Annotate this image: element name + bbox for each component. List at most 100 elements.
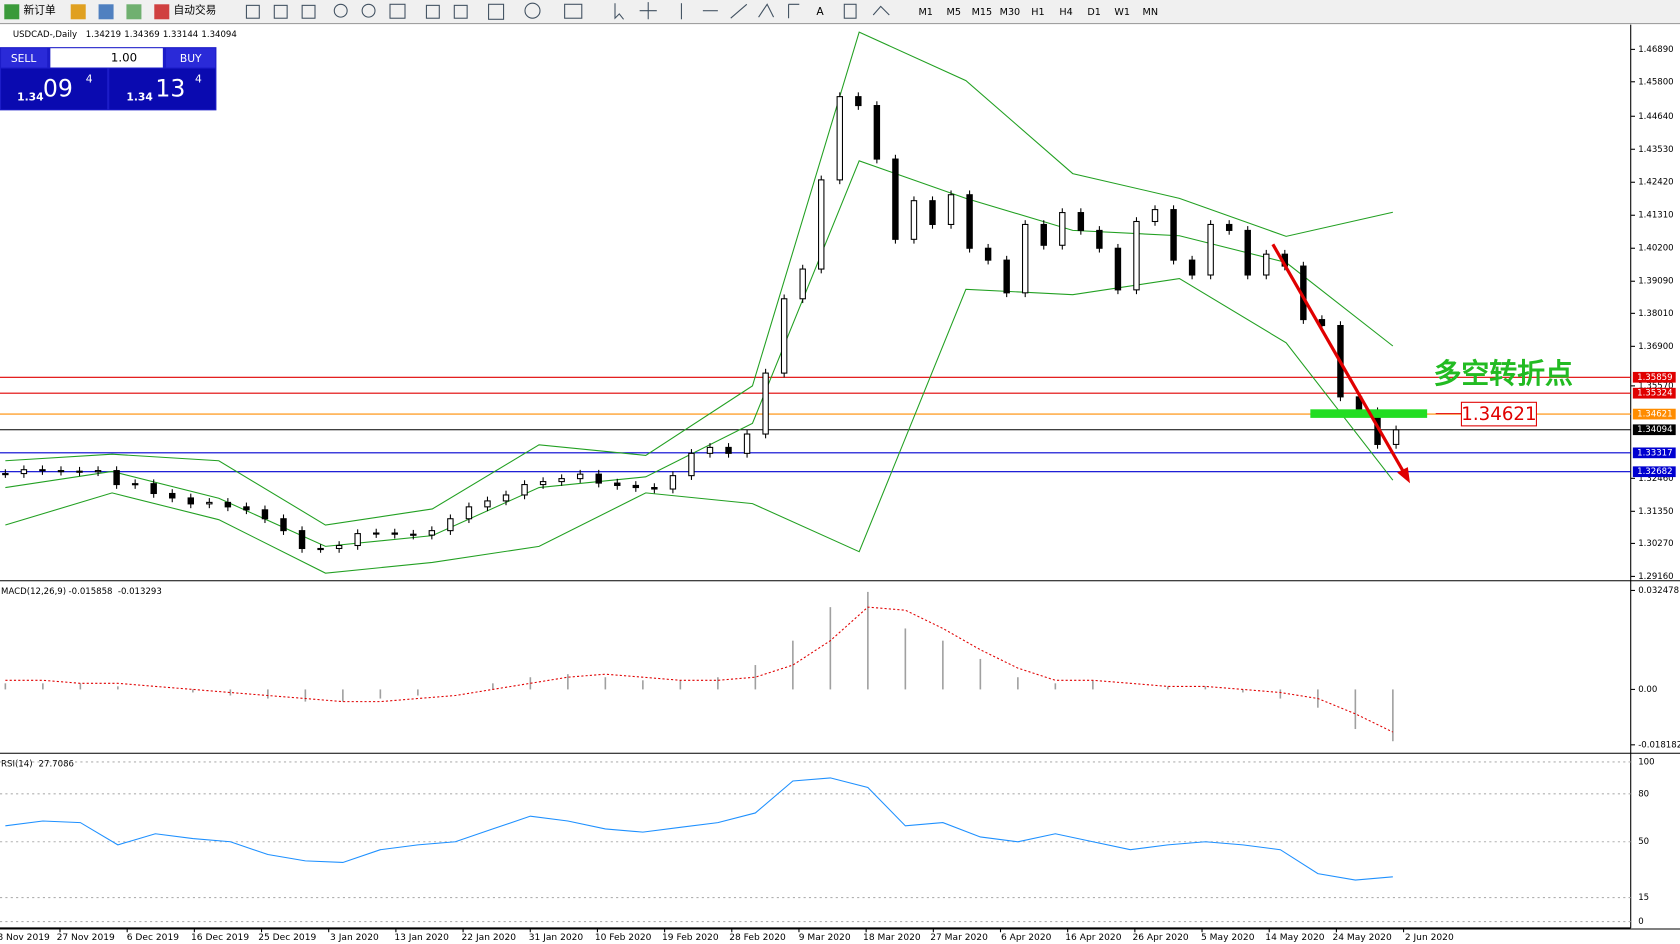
timeframe-button[interactable]: W1 [1114,7,1130,18]
y-tick-label: 1.36900 [1638,342,1673,352]
header-value: 1.33144 [163,30,198,40]
indicator-header: RSI(14) [1,759,32,769]
new-order-icon[interactable] [4,4,20,20]
indicator-header: MACD(12,26,9) [1,587,66,597]
lots-field[interactable] [50,48,163,68]
tool-crosshair[interactable] [639,2,657,20]
price-level-label: 1.35324 [1637,389,1672,399]
candle-body [57,470,65,473]
sell-price-pips[interactable]: 09 [43,75,73,103]
tool-shift[interactable] [453,4,468,19]
indicator-value: 27.7086 [39,759,74,769]
timeframe-button[interactable]: M5 [947,7,961,18]
candle-body [595,473,602,484]
tool-scroll[interactable] [425,4,440,19]
timeframe-button[interactable]: MN [1143,7,1159,18]
candle-body [1207,223,1214,276]
y-tick-label: 1.41310 [1638,211,1673,221]
buy-price-prefix[interactable]: 1.34 [126,91,152,104]
header-value: 1.34219 [86,30,121,40]
y-tick-label: 0.00 [1638,685,1657,695]
y-tick-label: 1.45800 [1638,77,1673,87]
tool-trendline[interactable] [730,3,748,19]
candle-body [873,105,881,160]
candle-body [984,247,992,261]
y-tick-label: 1.43530 [1638,145,1673,155]
candle-body [169,492,176,499]
bollinger-band [5,278,1394,574]
candle-body [150,483,157,495]
buy-price-box[interactable] [109,68,216,110]
auto-trading-icon[interactable] [154,4,170,20]
toolbar: 新订单 自动交易 A [0,0,1680,25]
candle-body [1244,229,1251,276]
tool-arrows[interactable] [872,5,890,16]
candle-body [1263,253,1270,276]
candle-body [298,530,306,550]
timeframe-button[interactable]: M15 [972,7,993,18]
candle-body [521,484,528,496]
sell-price-prefix[interactable]: 1.34 [17,91,43,104]
annotation-value: 1.34621 [1461,404,1536,425]
buy-label[interactable]: BUY [180,52,202,65]
tool-label[interactable] [843,3,857,19]
tool-candles[interactable] [273,4,288,19]
candle-body [558,478,565,483]
tool-line[interactable] [301,4,316,19]
tool-cursor[interactable] [614,3,624,20]
toolbar-icon[interactable] [98,4,114,20]
lots-value[interactable]: 1.00 [111,50,137,64]
new-order-button[interactable]: 新订单 [24,4,56,17]
indicator-value: -0.015858 [69,587,113,597]
tool-zoom-in[interactable] [333,3,348,18]
analysis-drawings [1271,243,1462,484]
tool-text[interactable]: A [816,5,824,18]
candle-body [539,481,547,486]
buy-price-pips[interactable]: 13 [155,75,185,103]
timeframe-button[interactable]: M1 [918,7,932,18]
toolbar-icon[interactable] [126,4,142,20]
timeframe-button[interactable]: D1 [1087,7,1101,18]
candle-body [2,473,9,476]
price-level-label: 1.33317 [1637,448,1672,458]
sell-button[interactable] [1,48,48,68]
x-tick-label: 3 Jan 2020 [330,933,379,943]
candle-body [799,268,806,300]
tool-periods[interactable] [524,2,541,19]
auto-trading-button[interactable]: 自动交易 [174,4,217,17]
sell-price-box[interactable] [1,68,108,110]
tool-tile[interactable] [389,3,406,19]
tool-zoom-out[interactable] [361,3,376,18]
tool-channel[interactable] [758,3,775,18]
buy-price-fraction[interactable]: 4 [195,72,202,85]
candle-body [206,501,213,505]
x-tick-label: 16 Apr 2020 [1065,933,1121,943]
price-level-label: 1.35859 [1637,373,1672,383]
sell-label[interactable]: SELL [11,52,37,65]
candle-body [391,532,398,535]
candle-body [762,372,769,435]
buy-button[interactable] [166,48,216,68]
sell-price-fraction[interactable]: 4 [86,72,93,85]
candle-body [1077,212,1085,231]
tool-indicators[interactable] [488,3,505,20]
candle-body [947,194,955,225]
one-click-trading: SELL 1.00 BUY 1.34 09 4 1.34 13 4 [0,47,217,111]
tool-fibo[interactable] [788,3,800,19]
timeframe-button[interactable]: M30 [1000,7,1021,18]
price-level-tag [1632,447,1676,459]
candle-body [354,533,361,547]
candle-body [1392,429,1400,445]
price-level-tag [1632,424,1676,436]
timeframe-button[interactable]: H4 [1059,7,1072,18]
tool-bar-chart[interactable] [245,4,260,19]
timeframe-buttons: M1 M5 M15 M30 H1 H4 D1 W1 MN [918,7,1158,18]
timeframe-button[interactable]: H1 [1031,7,1044,18]
candle-body [910,200,918,240]
tool-templates[interactable] [564,3,583,19]
toolbar-icon[interactable] [70,4,86,20]
bollinger-band [5,160,1394,547]
candle-body [131,483,139,486]
candle-body [1059,212,1066,246]
